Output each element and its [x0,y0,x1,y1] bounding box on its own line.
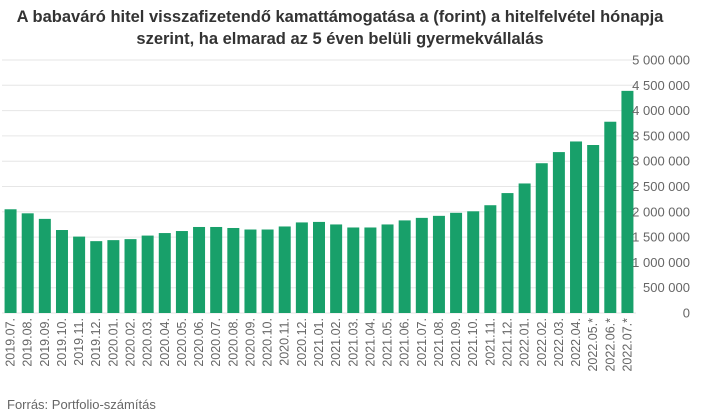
x-tick-label: 2022.05.* [586,318,600,372]
bar [73,236,86,313]
bar [227,227,240,313]
x-tick-label: 2022.06.* [603,318,617,372]
y-tick-label: 4 500 000 [632,78,690,93]
x-tick-label: 2021.01. [312,318,326,367]
x-tick-label: 2021.05. [381,318,395,367]
bar [467,211,480,313]
bar [244,229,257,313]
x-tick-label: 2022.02. [535,318,549,367]
x-tick-label: 2022.04. [569,318,583,367]
x-tick-label: 2021.11. [483,318,497,366]
x-tick-label: 2021.03. [346,318,360,367]
bar [604,121,617,314]
bar [570,141,583,313]
bar [432,215,445,313]
x-tick-label: 2020.10. [261,318,275,367]
x-tick-label: 2021.12. [500,318,514,367]
bar [193,226,206,313]
bar [55,230,68,313]
y-tick-label: 1 000 000 [632,255,690,270]
y-tick-label: 500 000 [643,280,690,295]
bar [261,229,274,313]
bar [535,163,548,313]
bar [107,240,120,313]
bar [210,226,223,313]
y-tick-label: 4 000 000 [632,103,690,118]
x-tick-label: 2020.03. [141,318,155,367]
x-tick-label: 2022.03. [552,318,566,367]
x-tick-label: 2020.08. [226,318,240,367]
x-tick-label: 2020.07. [209,318,223,367]
y-tick-label: 1 500 000 [632,230,690,245]
bar [381,224,394,313]
x-tick-label: 2019.09. [38,318,52,367]
bar [21,213,34,313]
bar [398,220,411,313]
x-tick-label: 2019.11. [72,318,86,366]
x-tick-label: 2021.10. [466,318,480,367]
x-tick-label: 2020.01. [106,318,120,367]
bar [175,231,188,313]
x-tick-label: 2019.12. [89,318,103,367]
bar [90,241,103,313]
x-tick-label: 2020.06. [192,318,206,367]
bar [501,193,514,313]
bar [141,235,154,313]
x-tick-label: 2020.11. [278,318,292,366]
y-axis-ticks: 0 500 000 1 000 000 1 500 000 2 000 000 2 500… [632,53,690,321]
x-tick-label: 2021.02. [329,318,343,367]
x-tick-label: 2020.04. [158,318,172,367]
bar [278,226,291,313]
bar [518,183,531,313]
source-note: Forrás: Portfolio-számítás [7,397,156,412]
x-tick-label: 2020.05. [175,318,189,367]
bar [484,205,497,313]
y-tick-label: 2 000 000 [632,204,690,219]
bar [295,222,308,313]
bar [347,227,360,313]
bar [4,209,17,313]
bar [330,224,343,313]
x-tick-label: 2020.09. [243,318,257,367]
x-tick-label: 2021.06. [398,318,412,367]
x-tick-label: 2020.02. [124,318,138,367]
bar [364,227,377,313]
bars [4,90,634,314]
x-axis-ticks: 2019.07. 2019.08. 2019.09. 2019.10. 2019.11.… [4,318,635,372]
y-tick-label: 5 000 000 [632,53,690,68]
bar [621,90,634,313]
y-tick-label: 0 [683,306,690,321]
bar [124,239,137,313]
y-tick-label: 3 500 000 [632,128,690,143]
x-tick-label: 2022.01. [518,318,532,367]
bar [587,145,600,313]
x-tick-label: 2021.04. [363,318,377,367]
y-tick-label: 3 000 000 [632,154,690,169]
x-tick-label: 2021.09. [449,318,463,367]
bar [450,212,463,313]
bar [313,221,325,313]
bar [415,217,428,313]
x-tick-label: 2019.10. [55,318,69,367]
x-tick-label: 2019.08. [21,318,35,367]
x-tick-label: 2022.07.* [620,318,634,372]
bar [552,152,565,313]
y-tick-label: 2 500 000 [632,179,690,194]
chart-title: A babaváró hitel visszafizetendő kamattá… [16,8,664,48]
bar [158,233,171,313]
x-tick-label: 2021.07. [415,318,429,367]
bar [38,218,51,313]
x-tick-label: 2019.07. [4,318,18,367]
x-tick-label: 2020.12. [295,318,309,367]
x-tick-label: 2021.08. [432,318,446,367]
